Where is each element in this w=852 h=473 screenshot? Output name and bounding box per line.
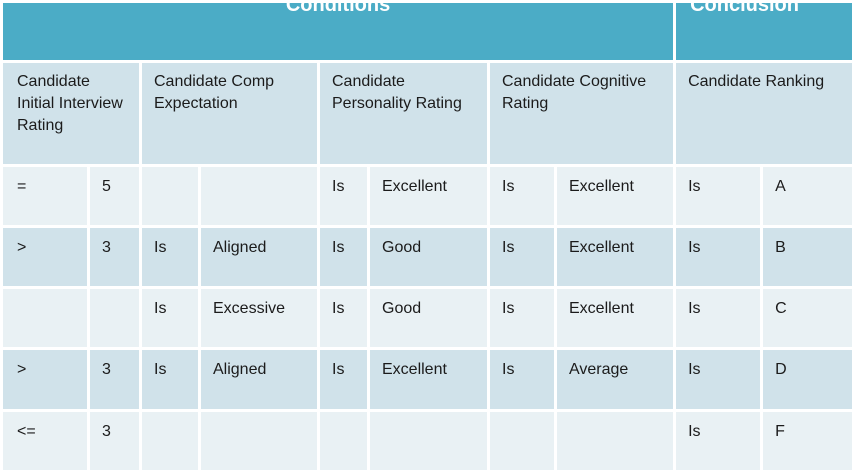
cell-comp-value	[201, 411, 317, 470]
conclusion-header: Conclusion	[676, 0, 852, 61]
cell-ranking-value: C	[763, 289, 852, 348]
cell-cognitive-operator: Is	[490, 350, 554, 409]
cell-comp-operator: Is	[142, 350, 198, 409]
table-row: <= 3 Is F	[3, 411, 852, 470]
cell-interview-value: 3	[90, 350, 139, 409]
header-cognitive: Candidate Cognitive Rating	[490, 63, 674, 164]
cell-cognitive-value: Excellent	[557, 166, 674, 225]
cell-interview-operator: =	[3, 166, 87, 225]
conclusion-title: Conclusion	[690, 0, 799, 16]
cell-ranking-value: D	[763, 350, 852, 409]
cell-cognitive-value: Excellent	[557, 289, 674, 348]
cell-interview-value: 3	[90, 411, 139, 470]
header-ranking: Candidate Ranking	[676, 63, 852, 164]
cell-ranking-value: B	[763, 227, 852, 287]
cell-personality-operator: Is	[320, 227, 367, 287]
cell-interview-value	[90, 289, 139, 348]
cell-ranking-value: A	[763, 166, 852, 225]
cell-personality-operator: Is	[320, 350, 367, 409]
cell-interview-value: 3	[90, 227, 139, 287]
column-header-row: Candidate Initial Interview Rating Candi…	[3, 63, 852, 164]
cell-personality-operator: Is	[320, 289, 367, 348]
cell-cognitive-operator: Is	[490, 227, 554, 287]
cell-interview-value: 5	[90, 166, 139, 225]
group-header-row: Conditions Conclusion	[3, 0, 852, 61]
cell-cognitive-operator: Is	[490, 289, 554, 348]
cell-personality-value: Good	[370, 227, 487, 287]
cell-cognitive-value: Excellent	[557, 227, 674, 287]
rule-rows: = 5 Is Excellent Is Excellent Is A >3 Is Aligned Is…	[3, 166, 852, 470]
cell-comp-operator: Is	[142, 289, 198, 348]
cell-comp-value: Aligned	[201, 350, 317, 409]
cell-ranking-operator: Is	[676, 411, 761, 470]
conditions-title: Conditions	[285, 0, 391, 16]
cell-ranking-operator: Is	[676, 227, 761, 287]
cell-cognitive-value	[557, 411, 674, 470]
cell-ranking-operator: Is	[676, 289, 761, 348]
table-row: >3 Is Aligned Is Good Is Excellent Is B	[3, 227, 852, 287]
conditions-header: Conditions	[3, 0, 674, 61]
cell-personality-value: Excellent	[370, 350, 487, 409]
cell-interview-operator: >	[3, 350, 87, 409]
cell-interview-operator: <=	[3, 411, 87, 470]
cell-cognitive-operator	[490, 411, 554, 470]
cell-interview-operator: >	[3, 227, 87, 287]
cell-personality-value: Good	[370, 289, 487, 348]
table-row: Is Excessive Is Good Is Excellent Is C	[3, 289, 852, 348]
cell-comp-value: Aligned	[201, 227, 317, 287]
cell-ranking-operator: Is	[676, 350, 761, 409]
cell-personality-operator	[320, 411, 367, 470]
header-initial-interview: Candidate Initial Interview Rating	[3, 63, 139, 164]
cell-comp-value: Excessive	[201, 289, 317, 348]
table-row: = 5 Is Excellent Is Excellent Is A	[3, 166, 852, 225]
table-row: >3 Is Aligned Is Excellent Is Average Is D	[3, 350, 852, 409]
cell-comp-operator	[142, 166, 198, 225]
cell-ranking-operator: Is	[676, 166, 761, 225]
cell-personality-value: Excellent	[370, 166, 487, 225]
cell-interview-operator	[3, 289, 87, 348]
cell-cognitive-operator: Is	[490, 166, 554, 225]
header-personality: Candidate Personality Rating	[320, 63, 487, 164]
cell-personality-value	[370, 411, 487, 470]
cell-ranking-value: F	[763, 411, 852, 470]
cell-comp-operator: Is	[142, 227, 198, 287]
cell-cognitive-value: Average	[557, 350, 674, 409]
header-comp-expectation: Candidate Comp Expectation	[142, 63, 317, 164]
cell-comp-operator	[142, 411, 198, 470]
cell-personality-operator: Is	[320, 166, 367, 225]
cell-comp-value	[201, 166, 317, 225]
